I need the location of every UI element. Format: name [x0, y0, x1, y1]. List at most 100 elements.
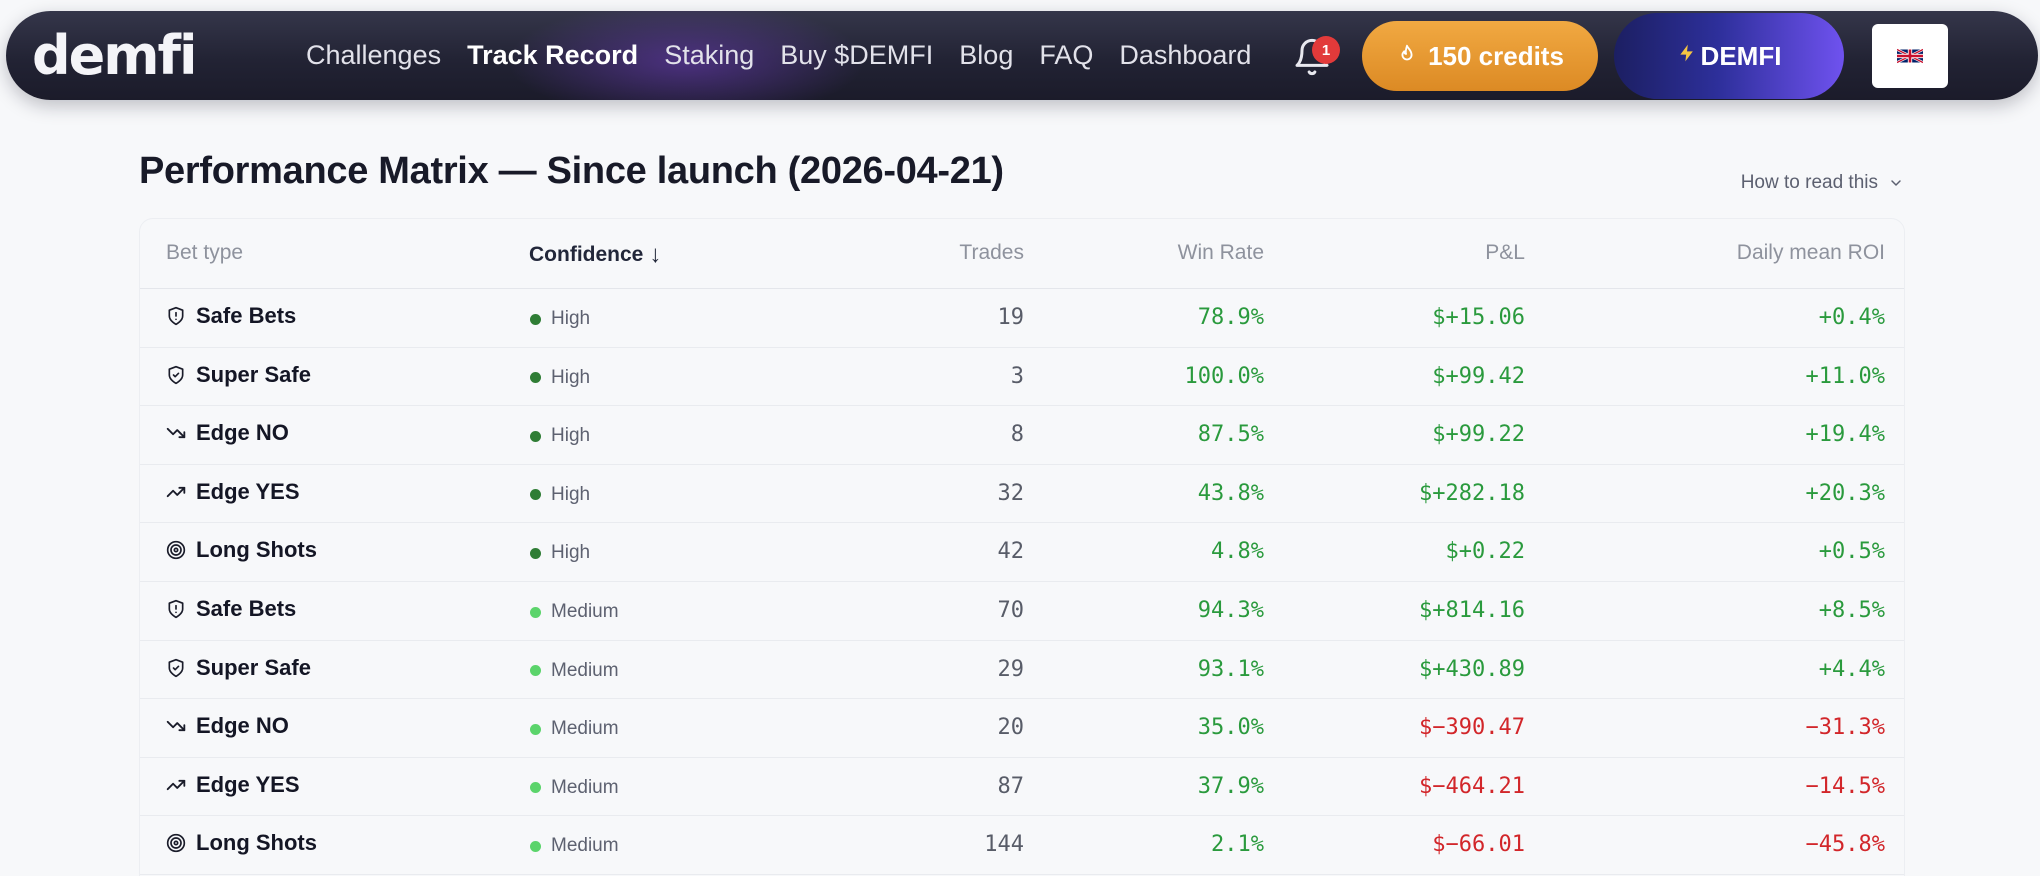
confidence-dot — [530, 430, 541, 442]
notification-badge: 1 — [1312, 36, 1340, 64]
bet-type-label: Safe Bets — [196, 596, 297, 621]
pnl-cell: $+282.18 — [1419, 480, 1525, 506]
roi-cell: +19.4% — [1805, 422, 1885, 448]
trades-cell: 70 — [997, 598, 1025, 623]
confidence-label: High — [551, 542, 591, 564]
demfi-button[interactable]: DEMFI — [1614, 13, 1844, 99]
bet-type-cell: Long Shots — [166, 537, 317, 563]
roi-cell: +11.0% — [1805, 363, 1885, 389]
confidence-dot — [530, 840, 541, 852]
table-row[interactable]: Super Safe High 3 100.0% $+99.42 +11.0% — [140, 348, 1904, 407]
confidence-dot — [530, 313, 541, 325]
how-to-read-label: How to read this — [1740, 172, 1878, 193]
table-row[interactable]: Safe Bets Medium 70 94.3% $+814.16 +8.5% — [140, 582, 1904, 641]
bet-type-cell: Edge NO — [166, 420, 289, 446]
header-pnl[interactable]: P&L — [1485, 241, 1525, 264]
roi-cell: −45.8% — [1805, 832, 1885, 858]
header-trades[interactable]: Trades — [959, 241, 1024, 264]
win-rate-cell: 78.9% — [1197, 305, 1264, 330]
table-row[interactable]: Edge NO Medium 20 35.0% $−390.47 −31.3% — [140, 699, 1904, 758]
trending-up-icon — [166, 482, 186, 502]
win-rate-cell: 87.5% — [1197, 422, 1264, 448]
nav-link-staking[interactable]: Staking — [664, 40, 755, 70]
table-row[interactable]: Edge NO High 8 87.5% $+99.22 +19.4% — [140, 406, 1904, 465]
nav-link-faq[interactable]: FAQ — [1039, 40, 1094, 70]
table-row[interactable]: Edge YES High 32 43.8% $+282.18 +20.3% — [140, 465, 1904, 524]
header-daily-roi[interactable]: Daily mean ROI — [1736, 241, 1885, 264]
confidence-dot — [530, 547, 541, 559]
demfi-logo[interactable]: demfi — [32, 24, 198, 87]
flame-icon — [1396, 41, 1418, 72]
bet-type-cell: Edge NO — [166, 713, 289, 739]
table-row[interactable]: Edge YES Medium 87 37.9% $−464.21 −14.5% — [140, 758, 1904, 817]
confidence-label: Medium — [551, 718, 619, 740]
top-navbar: demfi Challenges Track Record Staking Bu… — [6, 11, 2038, 100]
nav-link-blog[interactable]: Blog — [959, 40, 1014, 70]
nav-link-challenges[interactable]: Challenges — [306, 40, 442, 70]
confidence-label: Medium — [551, 835, 619, 857]
trades-cell: 3 — [1010, 363, 1024, 389]
confidence-label: High — [551, 425, 591, 447]
confidence-label: Medium — [551, 776, 619, 798]
win-rate-cell: 43.8% — [1197, 480, 1264, 506]
confidence-label: High — [551, 483, 591, 505]
bet-type-label: Super Safe — [196, 361, 311, 387]
confidence-label: Medium — [551, 659, 619, 681]
win-rate-cell: 35.0% — [1197, 715, 1264, 741]
confidence-cell: Medium — [530, 601, 619, 623]
table-row[interactable]: Long Shots Medium 144 2.1% $−66.01 −45.8% — [140, 816, 1904, 875]
nav-link-buy-demfi[interactable]: Buy $DEMFI — [780, 40, 934, 70]
bet-type-label: Safe Bets — [196, 303, 297, 328]
pnl-cell: $−464.21 — [1419, 773, 1525, 799]
bet-type-cell: Edge YES — [166, 772, 300, 798]
pnl-cell: $+99.42 — [1432, 363, 1525, 389]
bet-type-cell: Safe Bets — [166, 596, 296, 622]
pnl-cell: $+814.16 — [1419, 598, 1525, 623]
nav-link-track-record[interactable]: Track Record — [467, 40, 639, 70]
pnl-cell: $+15.06 — [1432, 305, 1525, 330]
header-bet-type[interactable]: Bet type — [166, 241, 244, 264]
table-row[interactable]: Safe Bets High 19 78.9% $+15.06 +0.4% — [140, 289, 1904, 348]
pnl-cell: $−66.01 — [1432, 832, 1525, 858]
trades-cell: 8 — [1010, 422, 1024, 448]
performance-table: Bet type Confidence ↓ Trades Win Rate P&… — [139, 218, 1905, 876]
win-rate-cell: 37.9% — [1197, 773, 1264, 799]
table-row[interactable]: Super Safe Medium 29 93.1% $+430.89 +4.4% — [140, 641, 1904, 700]
header-confidence[interactable]: Confidence ↓ — [529, 241, 661, 269]
header-confidence-label: Confidence — [529, 243, 644, 266]
bet-type-cell: Long Shots — [166, 830, 317, 856]
pnl-cell: $+430.89 — [1419, 656, 1525, 682]
trades-cell: 42 — [997, 539, 1025, 565]
page-title: Performance Matrix — Since launch (2026-… — [139, 150, 1004, 192]
shield-alert-icon — [166, 599, 186, 619]
confidence-cell: Medium — [530, 835, 619, 857]
language-selector[interactable] — [1872, 24, 1948, 88]
how-to-read-toggle[interactable]: How to read this — [1741, 172, 1904, 194]
bet-type-label: Edge NO — [196, 713, 289, 739]
roi-cell: +0.5% — [1818, 539, 1885, 565]
trades-cell: 19 — [997, 305, 1025, 330]
bet-type-cell: Edge YES — [166, 479, 300, 505]
bet-type-label: Edge NO — [196, 420, 289, 446]
roi-cell: +8.5% — [1818, 598, 1885, 623]
lightning-icon — [1677, 41, 1697, 72]
trades-cell: 20 — [997, 715, 1025, 741]
trending-up-icon — [166, 775, 186, 795]
trades-cell: 32 — [997, 480, 1025, 506]
shield-alert-icon — [166, 306, 186, 326]
nav-links: Challenges Track Record Staking Buy $DEM… — [306, 11, 1277, 100]
table-row[interactable]: Long Shots High 42 4.8% $+0.22 +0.5% — [140, 523, 1904, 582]
header-win-rate[interactable]: Win Rate — [1177, 241, 1264, 264]
confidence-cell: High — [530, 484, 590, 506]
sort-desc-icon: ↓ — [649, 241, 662, 268]
bet-type-label: Long Shots — [196, 537, 317, 563]
roi-cell: −14.5% — [1805, 773, 1885, 799]
nav-link-dashboard[interactable]: Dashboard — [1119, 40, 1252, 70]
roi-cell: +4.4% — [1818, 656, 1885, 682]
confidence-cell: Medium — [530, 718, 619, 740]
credits-label: 150 credits — [1428, 40, 1564, 71]
pnl-cell: $+99.22 — [1432, 422, 1525, 448]
target-icon — [166, 540, 186, 560]
win-rate-cell: 93.1% — [1197, 656, 1264, 682]
credits-button[interactable]: 150 credits — [1362, 21, 1598, 91]
